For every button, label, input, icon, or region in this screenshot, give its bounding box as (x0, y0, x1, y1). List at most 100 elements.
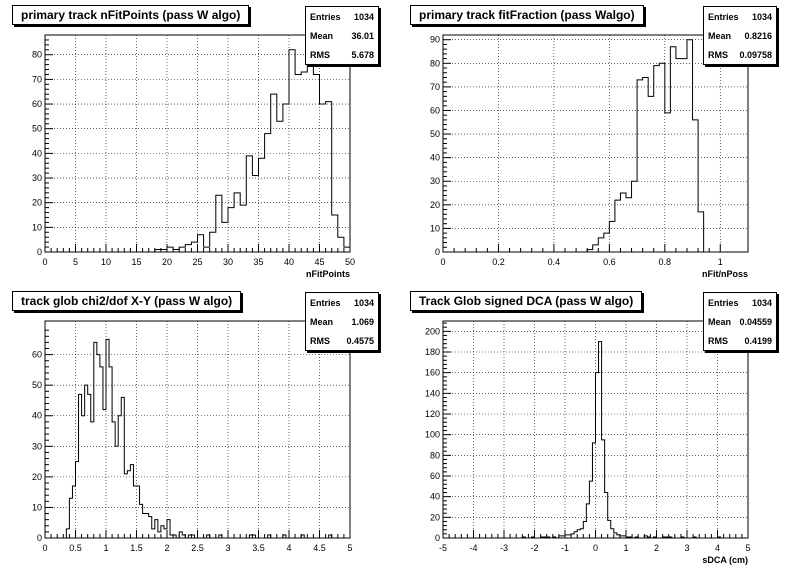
histogram-outline (521, 341, 722, 539)
stat-entries: 1034 (353, 11, 374, 22)
y-tick-label: 120 (425, 409, 440, 419)
histogram-outline (136, 49, 351, 253)
stat-label: RMS (708, 49, 728, 60)
y-tick-label: 60 (32, 350, 42, 360)
y-tick-label: 0 (37, 533, 42, 543)
y-tick-label: 200 (425, 326, 440, 336)
stat-mean: 0.04559 (739, 316, 772, 327)
panel-chi2dof: 0 0.5 1 1.5 2 2.5 3 3.5 4 4.5 5 0 10 20 30 40 50 60 track… (0, 286, 398, 572)
stats-box: Entries 1034 Mean 0.04559 RMS 0.4199 (703, 292, 777, 351)
x-tick-label: -5 (439, 543, 447, 553)
x-tick-label: -3 (500, 543, 508, 553)
y-tick-label: 140 (425, 388, 440, 398)
x-tick-label: 4 (715, 543, 720, 553)
stat-entries: 1034 (353, 297, 374, 308)
stats-box: Entries 1034 Mean 0.8216 RMS 0.09758 (703, 6, 777, 65)
x-tick-label: 20 (162, 257, 172, 267)
x-axis-label: nFitPoints (306, 269, 350, 279)
x-tick-label: 15 (131, 257, 141, 267)
y-tick-label: 70 (32, 74, 42, 84)
x-tick-label: 35 (253, 257, 263, 267)
y-tick-label: 20 (430, 200, 440, 210)
stat-label: Entries (310, 11, 341, 22)
x-tick-label: 0.8 (659, 257, 672, 267)
stat-entries: 1034 (751, 11, 772, 22)
stat-mean: 1.069 (351, 316, 374, 327)
y-tick-label: 80 (32, 50, 42, 60)
x-tick-label: 50 (345, 257, 355, 267)
x-tick-label: 1 (718, 257, 723, 267)
x-axis-label: sDCA (cm) (702, 555, 748, 565)
stat-rms: 0.4575 (346, 335, 374, 346)
x-tick-label: 45 (314, 257, 324, 267)
x-tick-label: 40 (284, 257, 294, 267)
chart-title: primary track fitFraction (pass Walgo) (410, 5, 644, 25)
y-tick-label: 40 (430, 153, 440, 163)
x-tick-label: 2.5 (191, 543, 204, 553)
stat-rms: 0.4199 (744, 335, 772, 346)
panel-sdca: -5 -4 -3 -2 -1 0 1 2 3 4 5 0 20 40 60 80 100 120 140 160 180… (398, 286, 796, 572)
x-tick-label: 1 (623, 543, 628, 553)
x-tick-label: 4.5 (313, 543, 326, 553)
y-tick-label: 40 (32, 411, 42, 421)
x-tick-label: 0.4 (548, 257, 561, 267)
x-tick-label: 1.5 (130, 543, 143, 553)
x-tick-label: 5 (73, 257, 78, 267)
stat-label: Entries (708, 11, 739, 22)
y-tick-label: 30 (32, 441, 42, 451)
y-tick-label: 0 (435, 247, 440, 257)
y-tick-label: 30 (430, 176, 440, 186)
y-tick-label: 10 (32, 502, 42, 512)
x-tick-label: 5 (347, 543, 352, 553)
x-tick-label: 10 (101, 257, 111, 267)
x-tick-label: 3 (684, 543, 689, 553)
stat-label: Mean (310, 316, 334, 327)
x-tick-label: 0.5 (69, 543, 82, 553)
x-tick-label: 30 (223, 257, 233, 267)
y-tick-label: 90 (430, 35, 440, 45)
chart-title: track glob chi2/dof X-Y (pass W algo) (12, 291, 242, 311)
y-tick-label: 0 (435, 533, 440, 543)
stat-label: RMS (310, 49, 330, 60)
stat-rms: 5.678 (351, 49, 374, 60)
y-tick-label: 60 (32, 99, 42, 109)
y-tick-label: 10 (32, 222, 42, 232)
stat-label: RMS (708, 335, 728, 346)
y-tick-label: 20 (32, 472, 42, 482)
x-tick-label: 2 (164, 543, 169, 553)
stat-label: Mean (708, 30, 732, 41)
y-tick-label: 100 (425, 430, 440, 440)
stat-label: Mean (708, 316, 732, 327)
x-tick-label: 0 (593, 543, 598, 553)
x-tick-label: 3 (225, 543, 230, 553)
panel-fitfraction: 0 0.2 0.4 0.6 0.8 1 0 10 20 30 40 50 60 70 80 90 primar… (398, 0, 796, 286)
y-tick-label: 50 (32, 380, 42, 390)
plot-frame (442, 34, 749, 253)
x-tick-label: 0 (42, 543, 47, 553)
histogram-outline (65, 338, 347, 539)
histogram-sdca: -5 -4 -3 -2 -1 0 1 2 3 4 5 0 20 40 60 80 100 120 140 160 180… (425, 320, 751, 553)
histogram-nfitpoints: 0 5 10 15 20 25 30 35 40 45 50 0 10 20 30 40 50 60 70 80 (32, 34, 355, 267)
y-tick-label: 180 (425, 347, 440, 357)
x-tick-label: -4 (469, 543, 477, 553)
y-tick-label: 40 (430, 492, 440, 502)
y-tick-label: 160 (425, 368, 440, 378)
chart-title: primary track nFitPoints (pass W algo) (12, 5, 250, 25)
x-axis-label: nFit/nPoss (701, 269, 748, 279)
y-tick-label: 50 (430, 129, 440, 139)
x-tick-label: 0.6 (603, 257, 616, 267)
x-tick-label: 1 (103, 543, 108, 553)
panel-nfitpoints: 0 5 10 15 20 25 30 35 40 45 50 0 10 20 30 40 50 60 70 80 pr… (0, 0, 398, 286)
x-tick-label: -2 (530, 543, 538, 553)
x-tick-label: 25 (192, 257, 202, 267)
y-tick-label: 30 (32, 173, 42, 183)
x-tick-label: 2 (654, 543, 659, 553)
stat-label: Entries (708, 297, 739, 308)
x-tick-label: 0.2 (492, 257, 505, 267)
stat-label: RMS (310, 335, 330, 346)
y-tick-label: 60 (430, 471, 440, 481)
x-tick-label: 4 (286, 543, 291, 553)
y-tick-label: 0 (37, 247, 42, 257)
